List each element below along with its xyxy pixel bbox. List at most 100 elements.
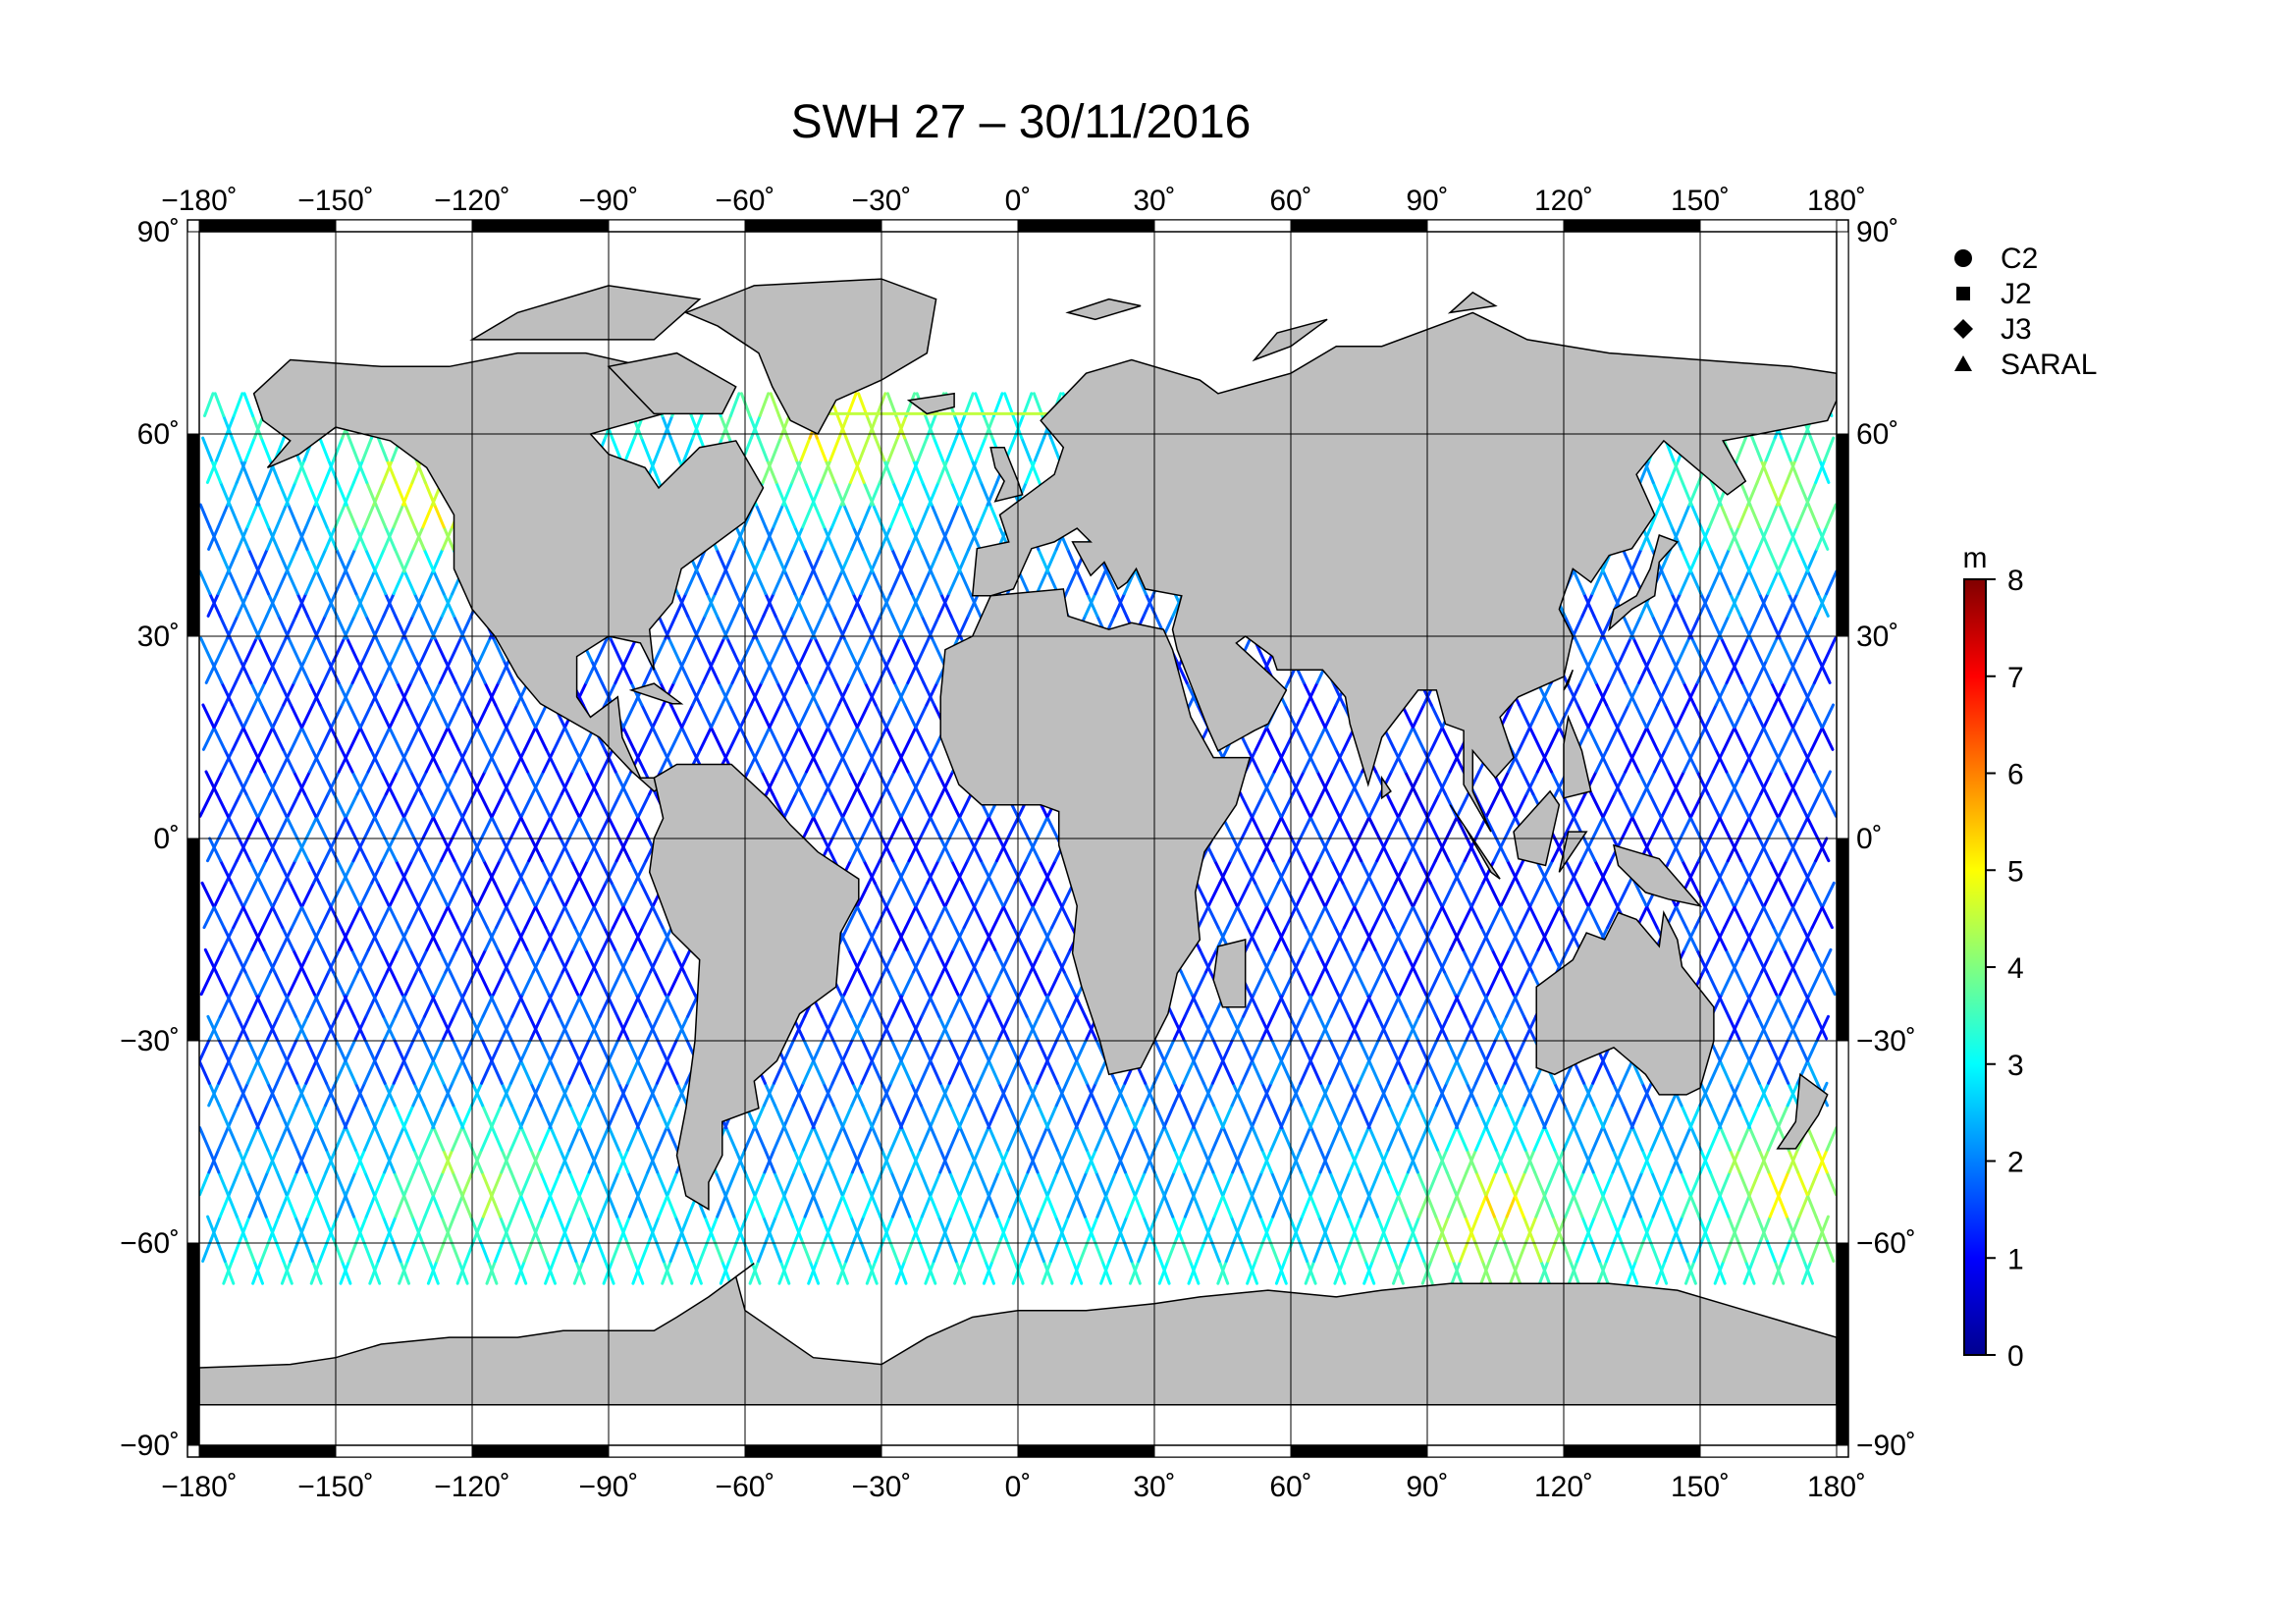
track-segment bbox=[590, 1215, 602, 1241]
track-segment bbox=[1534, 1193, 1547, 1218]
track-segment bbox=[912, 459, 925, 484]
track-segment bbox=[1163, 1170, 1176, 1197]
track-segment bbox=[1242, 1193, 1255, 1218]
track-segment bbox=[1814, 1215, 1827, 1241]
track-segment bbox=[820, 1215, 832, 1241]
track-segment bbox=[276, 1104, 290, 1130]
track-segment bbox=[1651, 1193, 1664, 1218]
track-segment bbox=[285, 814, 299, 840]
track-segment bbox=[449, 970, 462, 997]
track-segment bbox=[716, 614, 729, 640]
track-segment bbox=[1789, 659, 1802, 684]
track-segment bbox=[1411, 726, 1425, 751]
track-segment bbox=[1201, 1081, 1215, 1108]
track-segment bbox=[744, 547, 758, 573]
track-segment bbox=[1084, 1014, 1097, 1041]
lat-tick-label-left: 0˚ bbox=[153, 823, 180, 855]
track-segment bbox=[919, 1037, 933, 1063]
track-segment bbox=[1024, 837, 1039, 863]
track-segment bbox=[1605, 726, 1620, 751]
track-segment bbox=[406, 703, 420, 730]
track-segment bbox=[544, 926, 559, 951]
track-segment bbox=[1777, 1059, 1790, 1085]
track-segment bbox=[598, 1104, 612, 1130]
track-segment bbox=[586, 1215, 599, 1241]
track-segment bbox=[919, 1170, 932, 1197]
track-segment bbox=[1748, 636, 1763, 663]
track-segment bbox=[1446, 1104, 1460, 1130]
track-segment bbox=[1280, 1170, 1293, 1197]
track-segment bbox=[682, 970, 697, 997]
track-segment bbox=[306, 859, 321, 885]
track-segment bbox=[738, 703, 753, 730]
track-segment bbox=[812, 792, 827, 818]
track-segment bbox=[1417, 859, 1432, 885]
track-segment bbox=[1366, 814, 1381, 840]
track-segment bbox=[1001, 903, 1015, 930]
track-segment bbox=[657, 614, 670, 640]
track-segment bbox=[1192, 1059, 1205, 1085]
track-segment bbox=[832, 614, 846, 640]
track-segment bbox=[237, 837, 251, 863]
track-segment bbox=[336, 480, 348, 507]
track-segment bbox=[1123, 1126, 1137, 1152]
track-segment bbox=[366, 680, 381, 707]
track-segment bbox=[1258, 1215, 1271, 1241]
track-segment bbox=[1776, 547, 1789, 573]
track-segment bbox=[1075, 1059, 1089, 1085]
track-segment bbox=[860, 1059, 874, 1085]
track-segment bbox=[1017, 1126, 1030, 1152]
track-segment bbox=[396, 680, 409, 707]
track-segment bbox=[1257, 770, 1272, 796]
track-segment bbox=[1591, 1126, 1604, 1152]
track-segment bbox=[1484, 792, 1500, 818]
track-segment bbox=[519, 1037, 533, 1063]
track-segment bbox=[1193, 1170, 1205, 1197]
track-segment bbox=[1633, 881, 1648, 907]
track-segment bbox=[1251, 1170, 1263, 1197]
track-segment bbox=[801, 569, 815, 596]
track-segment bbox=[1582, 837, 1597, 863]
track-segment bbox=[1601, 569, 1615, 596]
lon-tick-label-top: −120˚ bbox=[434, 185, 510, 217]
lon-tick-label-top: 180˚ bbox=[1807, 185, 1866, 217]
track-segment bbox=[511, 859, 526, 885]
track-segment bbox=[1558, 881, 1573, 907]
track-segment bbox=[428, 859, 443, 885]
frame-bar-left bbox=[187, 231, 200, 435]
track-segment bbox=[977, 1059, 990, 1085]
track-segment bbox=[392, 814, 406, 840]
track-segment bbox=[866, 747, 881, 774]
track-segment bbox=[1766, 569, 1780, 596]
track-segment bbox=[273, 970, 288, 997]
track-segment bbox=[218, 1193, 231, 1218]
track-segment bbox=[855, 726, 870, 751]
track-segment bbox=[357, 903, 372, 930]
track-segment bbox=[1456, 1170, 1468, 1197]
track-segment bbox=[811, 1193, 824, 1218]
track-segment bbox=[1294, 703, 1308, 730]
track-segment bbox=[868, 993, 882, 1018]
track-segment bbox=[1335, 859, 1350, 885]
track-segment bbox=[632, 747, 647, 774]
track-segment bbox=[391, 636, 404, 663]
track-segment bbox=[853, 459, 866, 484]
track-segment bbox=[1563, 1104, 1576, 1130]
track-segment bbox=[1436, 837, 1451, 863]
track-segment bbox=[938, 837, 953, 863]
track-segment bbox=[1313, 903, 1328, 930]
track-segment bbox=[931, 970, 944, 997]
track-segment bbox=[1823, 636, 1837, 663]
track-segment bbox=[304, 1059, 318, 1085]
track-segment bbox=[265, 592, 279, 618]
track-segment bbox=[537, 792, 552, 818]
track-segment bbox=[1642, 659, 1656, 684]
track-segment bbox=[1593, 1193, 1606, 1218]
land-eurasia bbox=[971, 311, 1837, 833]
track-segment bbox=[277, 859, 292, 885]
track-segment bbox=[1766, 503, 1779, 529]
track-segment bbox=[1280, 1126, 1294, 1152]
track-segment bbox=[347, 436, 359, 462]
track-segment bbox=[262, 947, 277, 974]
track-segment bbox=[984, 859, 998, 885]
